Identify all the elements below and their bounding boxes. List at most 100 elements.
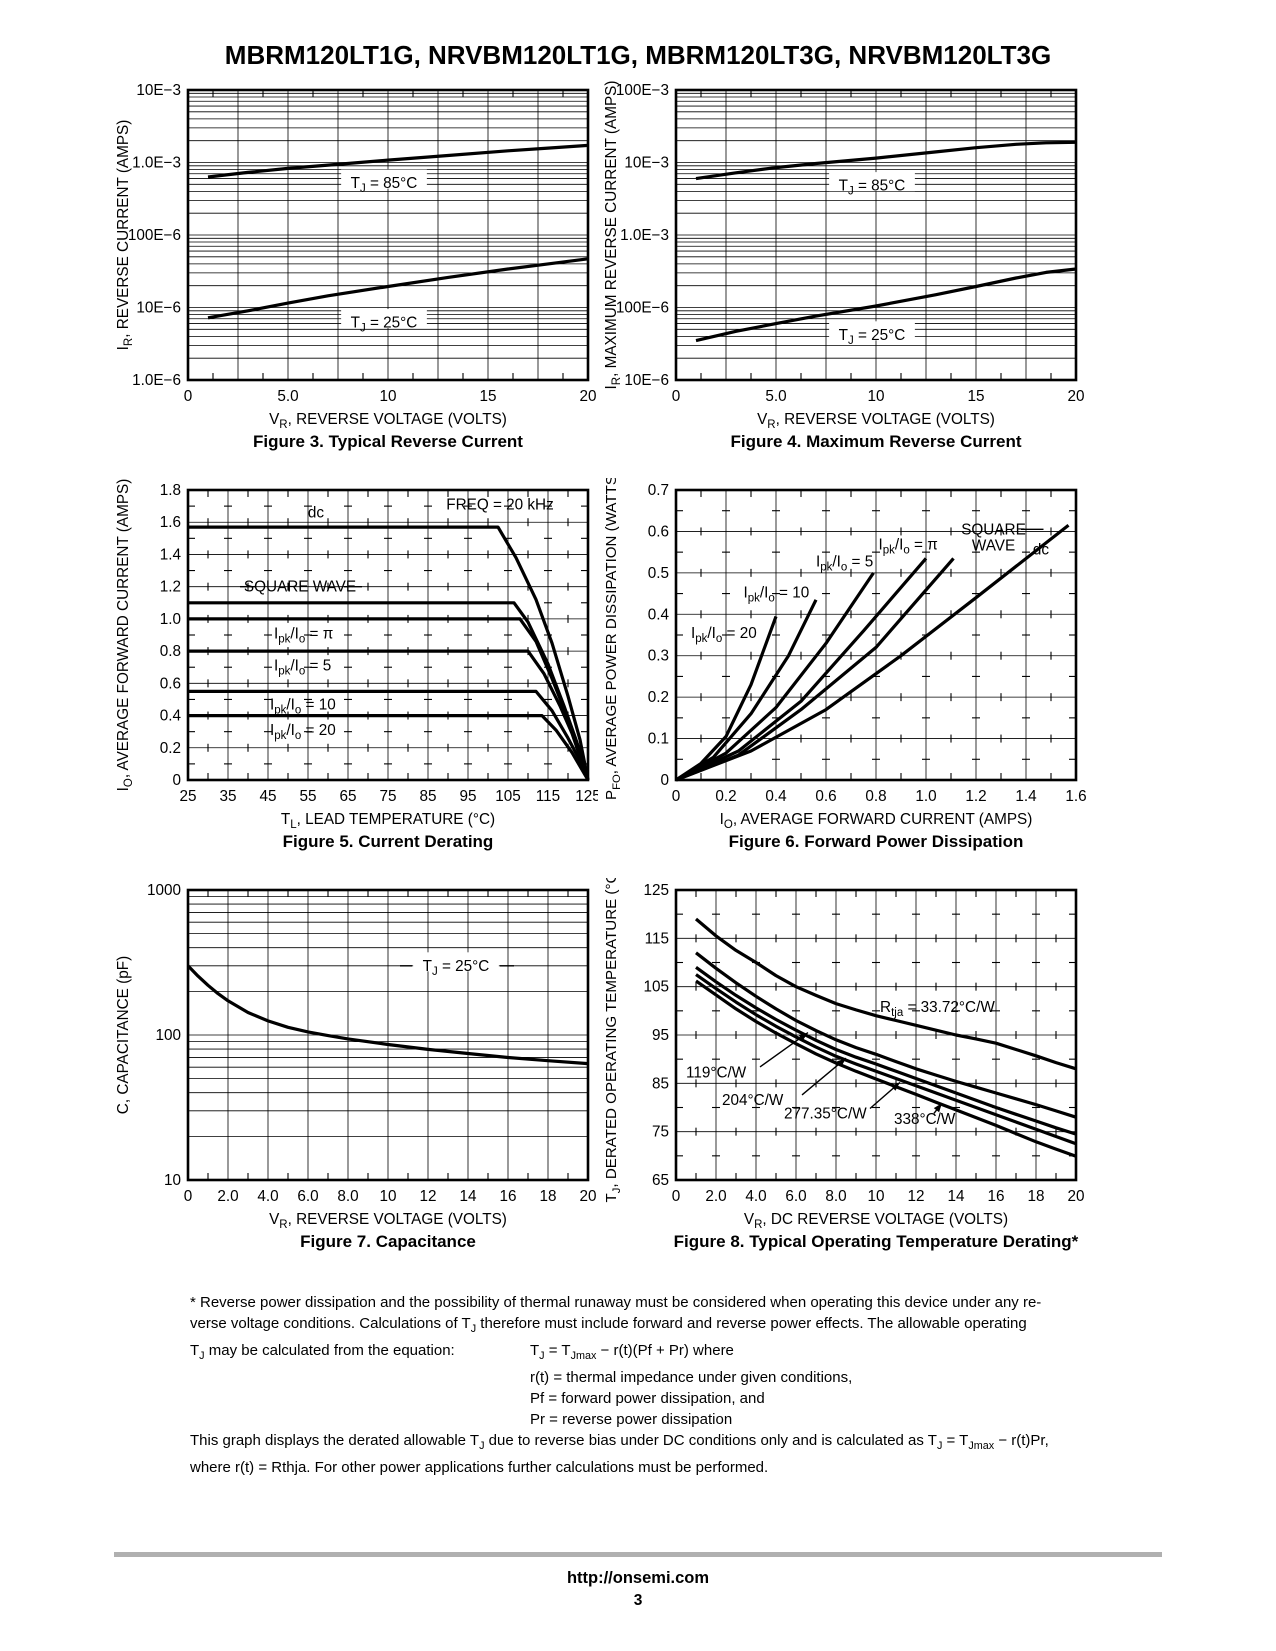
svg-text:1.2: 1.2 [965,788,986,805]
svg-text:14: 14 [947,1188,965,1205]
svg-text:115: 115 [536,788,560,805]
svg-text:TJ = 25°C: TJ = 25°C [351,315,418,335]
figure8-chart: Rtja = 33.72°C/W 119°C/W 204°C/W277.35°C/W… [603,878,1085,1230]
svg-text:12: 12 [419,1188,436,1205]
svg-text:TJ = 85°C: TJ = 85°C [351,175,418,195]
svg-text:0.4: 0.4 [648,606,670,623]
svg-text:338°C/W: 338°C/W [894,1111,956,1128]
svg-text:PFO, AVERAGE POWER DISSIPATION: PFO, AVERAGE POWER DISSIPATION (WATTS) [603,478,623,800]
svg-text:18: 18 [1027,1188,1044,1205]
svg-text:0: 0 [184,388,193,405]
svg-text:1.4: 1.4 [160,546,182,563]
svg-text:10: 10 [164,1172,181,1189]
svg-text:0.1: 0.1 [648,731,669,748]
svg-text:TJ = 25°C: TJ = 25°C [423,958,490,978]
svg-text:VR, REVERSE VOLTAGE (VOLTS): VR, REVERSE VOLTAGE (VOLTS) [757,411,995,430]
footnote-line: This graph displays the derated allowabl… [190,1432,1049,1452]
svg-text:100E−6: 100E−6 [128,227,181,244]
svg-text:20: 20 [579,1188,596,1205]
svg-text:WAVE: WAVE [972,538,1015,555]
svg-text:0: 0 [672,1188,681,1205]
svg-text:VR, REVERSE VOLTAGE (VOLTS): VR, REVERSE VOLTAGE (VOLTS) [269,1211,507,1230]
svg-text:IR, REVERSE CURRENT (AMPS): IR, REVERSE CURRENT (AMPS) [115,120,135,351]
svg-text:1.6: 1.6 [160,514,181,531]
svg-text:10: 10 [379,388,396,405]
svg-text:1.0: 1.0 [915,788,936,805]
svg-text:35: 35 [219,788,236,805]
footnote-equation-def: Pf = forward power dissipation, and [530,1390,765,1407]
svg-text:Rtja = 33.72°C/W: Rtja = 33.72°C/W [880,999,995,1019]
svg-text:10E−3: 10E−3 [624,155,669,172]
svg-text:1.6: 1.6 [1065,788,1086,805]
figure-7: TJ = 25°C 0 2.0 4.0 6.0 8.0 10 12 14 16 18 20 10 100 1… [112,878,598,1252]
svg-text:1.4: 1.4 [1015,788,1037,805]
svg-text:100E−6: 100E−6 [616,300,669,317]
svg-text:SQUARE WAVE: SQUARE WAVE [244,579,356,596]
figure4-caption: Figure 4. Maximum Reverse Current [730,432,1022,451]
figure7-chart: TJ = 25°C 0 2.0 4.0 6.0 8.0 10 12 14 16 18 20 10 100 1… [115,882,597,1230]
svg-text:0.7: 0.7 [648,482,669,499]
svg-text:5.0: 5.0 [765,388,786,405]
svg-text:20: 20 [1067,1188,1084,1205]
svg-text:125: 125 [643,882,669,899]
svg-text:1.0E−3: 1.0E−3 [620,227,669,244]
svg-text:dc: dc [1033,542,1050,559]
svg-text:VR, DC REVERSE VOLTAGE (VOLTS): VR, DC REVERSE VOLTAGE (VOLTS) [744,1211,1008,1230]
svg-text:TJ, DERATED OPERATING TEMPERAT: TJ, DERATED OPERATING TEMPERATURE (°C) [603,878,623,1202]
figure7-caption: Figure 7. Capacitance [300,1232,476,1251]
svg-text:Ipk/Io = 10: Ipk/Io = 10 [744,585,810,605]
svg-text:SQUARE: SQUARE [961,521,1026,538]
svg-text:Ipk/Io = 5: Ipk/Io = 5 [816,554,873,574]
svg-text:Ipk/Io = π: Ipk/Io = π [274,625,333,645]
svg-text:8.0: 8.0 [337,1188,358,1205]
svg-text:0: 0 [184,1188,193,1205]
figure6-caption: Figure 6. Forward Power Dissipation [728,832,1024,851]
figure-3: TJ = 85°C TJ = 25°C 0 5.0 10 15 20 1.0E−6 10E−6 1… [112,78,598,452]
onsemi-link[interactable]: http://onsemi.com [566,1569,710,1587]
svg-text:0.2: 0.2 [160,740,181,757]
figure5-caption: Figure 5. Current Derating [282,832,494,851]
svg-text:6.0: 6.0 [785,1188,806,1205]
svg-text:C, CAPACITANCE (pF): C, CAPACITANCE (pF) [115,956,132,1114]
svg-text:4.0: 4.0 [745,1188,766,1205]
svg-text:119°C/W: 119°C/W [686,1065,747,1082]
svg-text:0.2: 0.2 [715,788,736,805]
svg-text:45: 45 [259,788,276,805]
svg-text:125: 125 [575,788,598,805]
svg-text:0.8: 0.8 [160,643,181,660]
svg-text:0.6: 0.6 [648,523,669,540]
svg-text:100E−3: 100E−3 [616,82,669,99]
svg-text:TL, LEAD TEMPERATURE (°C): TL, LEAD TEMPERATURE (°C) [281,811,495,830]
footnote-line: verse voltage conditions. Calculations o… [190,1315,1027,1335]
svg-text:75: 75 [379,788,396,805]
svg-text:0.8: 0.8 [865,788,886,805]
footnote-line: TJ may be calculated from the equation: … [190,1340,1216,1367]
figure-4: TJ = 85°C TJ = 25°C 0 5.0 10 15 20 10E−6 100E−6 1… [600,78,1086,452]
svg-text:1.2: 1.2 [160,579,181,596]
svg-text:55: 55 [299,788,316,805]
svg-text:IR, MAXIMUM REVERSE CURRENT (A: IR, MAXIMUM REVERSE CURRENT (AMPS) [603,81,623,390]
svg-text:65: 65 [652,1172,669,1189]
svg-text:1.0: 1.0 [160,611,181,628]
figure3-chart: TJ = 85°C TJ = 25°C 0 5.0 10 15 20 1.0E−6 10E−6 1… [115,82,597,430]
page-number: 3 [633,1592,643,1609]
footnote-equation-def: Pr = reverse power dissipation [530,1411,733,1428]
svg-text:20: 20 [1067,388,1084,405]
figure-5: dc SQUARE WAVE Ipk/Io = π Ipk/Io = 5 Ipk/Io … [112,478,598,852]
svg-text:Ipk/Io = π: Ipk/Io = π [879,537,938,557]
svg-text:0: 0 [672,788,681,805]
svg-text:85: 85 [419,788,436,805]
svg-text:18: 18 [539,1188,556,1205]
svg-text:15: 15 [967,388,984,405]
svg-text:10: 10 [867,1188,884,1205]
svg-text:FREQ = 20 kHz: FREQ = 20 kHz [446,497,554,514]
footnote-equation-intro: TJ may be calculated from the equation: [190,1342,455,1362]
svg-text:Ipk/Io = 5: Ipk/Io = 5 [274,658,331,678]
svg-text:2.0: 2.0 [217,1188,238,1205]
figure5-chart: dc SQUARE WAVE Ipk/Io = π Ipk/Io = 5 Ipk/Io … [115,479,598,830]
svg-text:277.35°C/W: 277.35°C/W [784,1105,867,1122]
svg-text:Ipk/Io = 20: Ipk/Io = 20 [270,722,336,742]
svg-text:TJ = 25°C: TJ = 25°C [839,327,906,347]
svg-text:10E−6: 10E−6 [136,300,181,317]
